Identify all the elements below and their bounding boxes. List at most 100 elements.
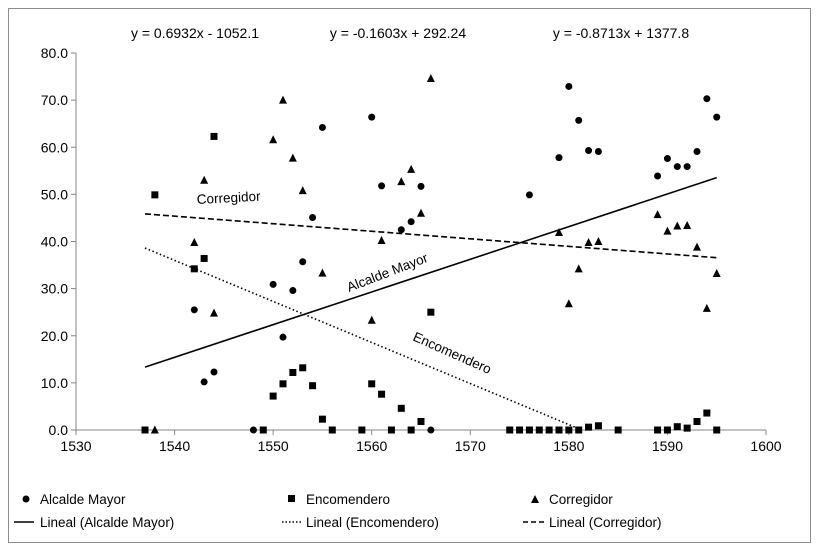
point-encomendero	[673, 423, 681, 431]
point-encomendero	[200, 254, 208, 262]
point-encomendero	[663, 426, 671, 434]
x-tick-label: 1590	[652, 438, 683, 454]
point-encomendero	[318, 415, 326, 423]
point-encomendero	[397, 404, 405, 412]
legend-marker-triangle	[531, 495, 539, 503]
point-corregidor	[555, 228, 563, 237]
point-encomendero	[407, 426, 415, 434]
point-alcalde-mayor	[417, 182, 425, 190]
y-tick-label: 0.0	[49, 422, 69, 438]
point-corregidor	[574, 264, 583, 273]
point-alcalde-mayor	[703, 95, 711, 103]
point-corregidor	[190, 237, 199, 246]
point-alcalde-mayor	[713, 113, 721, 121]
point-corregidor	[318, 268, 327, 277]
point-alcalde-mayor	[249, 426, 257, 434]
legend-marker-square	[288, 495, 295, 502]
ticks: 0.0 10.0 20.0 30.0 40.0 50.0 60.0 70.0 80.0 1530 1…	[41, 45, 782, 454]
point-encomendero	[269, 392, 277, 400]
point-encomendero	[703, 409, 711, 417]
point-alcalde-mayor	[368, 113, 376, 121]
y-tick-label: 30.0	[41, 281, 68, 297]
point-encomendero	[545, 426, 553, 434]
trend-label-corregidor: Corregidor	[196, 189, 261, 207]
point-alcalde-mayor	[565, 82, 573, 90]
point-encomendero	[210, 132, 218, 140]
point-corregidor	[673, 221, 682, 230]
point-corregidor	[377, 236, 386, 245]
point-encomendero	[259, 426, 267, 434]
legend-label: Lineal (Alcalde Mayor)	[40, 515, 174, 530]
y-tick-label: 50.0	[41, 186, 68, 202]
point-encomendero	[141, 426, 149, 434]
legend-item-encomendero: Encomendero	[288, 492, 390, 507]
point-corregidor	[210, 308, 218, 317]
point-encomendero	[693, 418, 701, 426]
equation-1: y = 0.6932x - 1052.1	[131, 25, 259, 41]
point-alcalde-mayor	[594, 147, 602, 155]
y-tick-label: 70.0	[41, 92, 68, 108]
legend: Alcalde Mayor Encomendero Corregidor Lin…	[14, 492, 662, 530]
point-alcalde-mayor	[299, 258, 307, 266]
point-encomendero	[378, 390, 386, 398]
point-alcalde-mayor	[407, 218, 415, 226]
legend-label: Encomendero	[306, 492, 390, 507]
point-corregidor	[200, 175, 209, 184]
legend-label: Corregidor	[549, 492, 613, 507]
point-alcalde-mayor	[397, 226, 405, 234]
point-alcalde-mayor	[279, 333, 287, 341]
point-corregidor	[712, 269, 721, 278]
legend-item-lineal-encomendero: Lineal (Encomendero)	[282, 515, 439, 530]
legend-marker-circle	[22, 495, 30, 503]
point-corregidor	[279, 95, 287, 104]
axes	[75, 53, 766, 431]
y-tick-label: 40.0	[41, 234, 68, 250]
equation-2: y = -0.1603x + 292.24	[330, 25, 466, 41]
point-encomendero	[358, 426, 366, 434]
y-tick-label: 80.0	[41, 45, 68, 61]
point-encomendero	[525, 426, 533, 434]
point-alcalde-mayor	[309, 213, 317, 221]
point-alcalde-mayor	[427, 426, 435, 434]
point-encomendero	[328, 426, 336, 434]
point-encomendero	[713, 426, 721, 434]
point-encomendero	[585, 423, 593, 431]
point-alcalde-mayor	[289, 287, 297, 295]
point-corregidor	[693, 242, 701, 251]
trendline-corregidor	[144, 213, 717, 259]
point-corregidor	[426, 73, 435, 82]
point-encomendero	[654, 426, 662, 434]
point-corregidor	[367, 315, 376, 324]
trend-label-alcalde-mayor: Alcalde Mayor	[345, 250, 431, 295]
x-tick-label: 1550	[258, 438, 289, 454]
point-alcalde-mayor	[190, 306, 198, 314]
trendlines	[144, 176, 717, 430]
point-alcalde-mayor	[575, 116, 583, 124]
point-encomendero	[309, 382, 317, 390]
point-encomendero	[614, 426, 622, 434]
point-encomendero	[506, 426, 514, 434]
point-corregidor	[298, 186, 307, 195]
x-tick-label: 1600	[750, 438, 781, 454]
point-alcalde-mayor	[269, 280, 277, 288]
point-encomendero	[575, 426, 583, 434]
point-alcalde-mayor	[585, 147, 593, 155]
point-alcalde-mayor	[663, 155, 671, 163]
point-encomendero	[535, 426, 543, 434]
legend-item-alcalde-mayor: Alcalde Mayor	[22, 492, 126, 507]
point-corregidor	[683, 220, 692, 229]
point-alcalde-mayor	[673, 163, 681, 171]
point-corregidor	[150, 425, 159, 434]
legend-label: Lineal (Encomendero)	[306, 515, 439, 530]
equations: y = 0.6932x - 1052.1 y = -0.1603x + 292.…	[131, 25, 689, 41]
point-alcalde-mayor	[318, 123, 326, 131]
point-encomendero	[279, 380, 287, 388]
point-corregidor	[663, 226, 672, 235]
y-tick-label: 60.0	[41, 139, 68, 155]
point-alcalde-mayor	[378, 182, 386, 190]
point-encomendero	[427, 308, 435, 316]
point-encomendero	[387, 426, 395, 434]
legend-label: Lineal (Corregidor)	[549, 515, 662, 530]
y-tick-label: 10.0	[41, 375, 68, 391]
point-corregidor	[288, 153, 297, 162]
